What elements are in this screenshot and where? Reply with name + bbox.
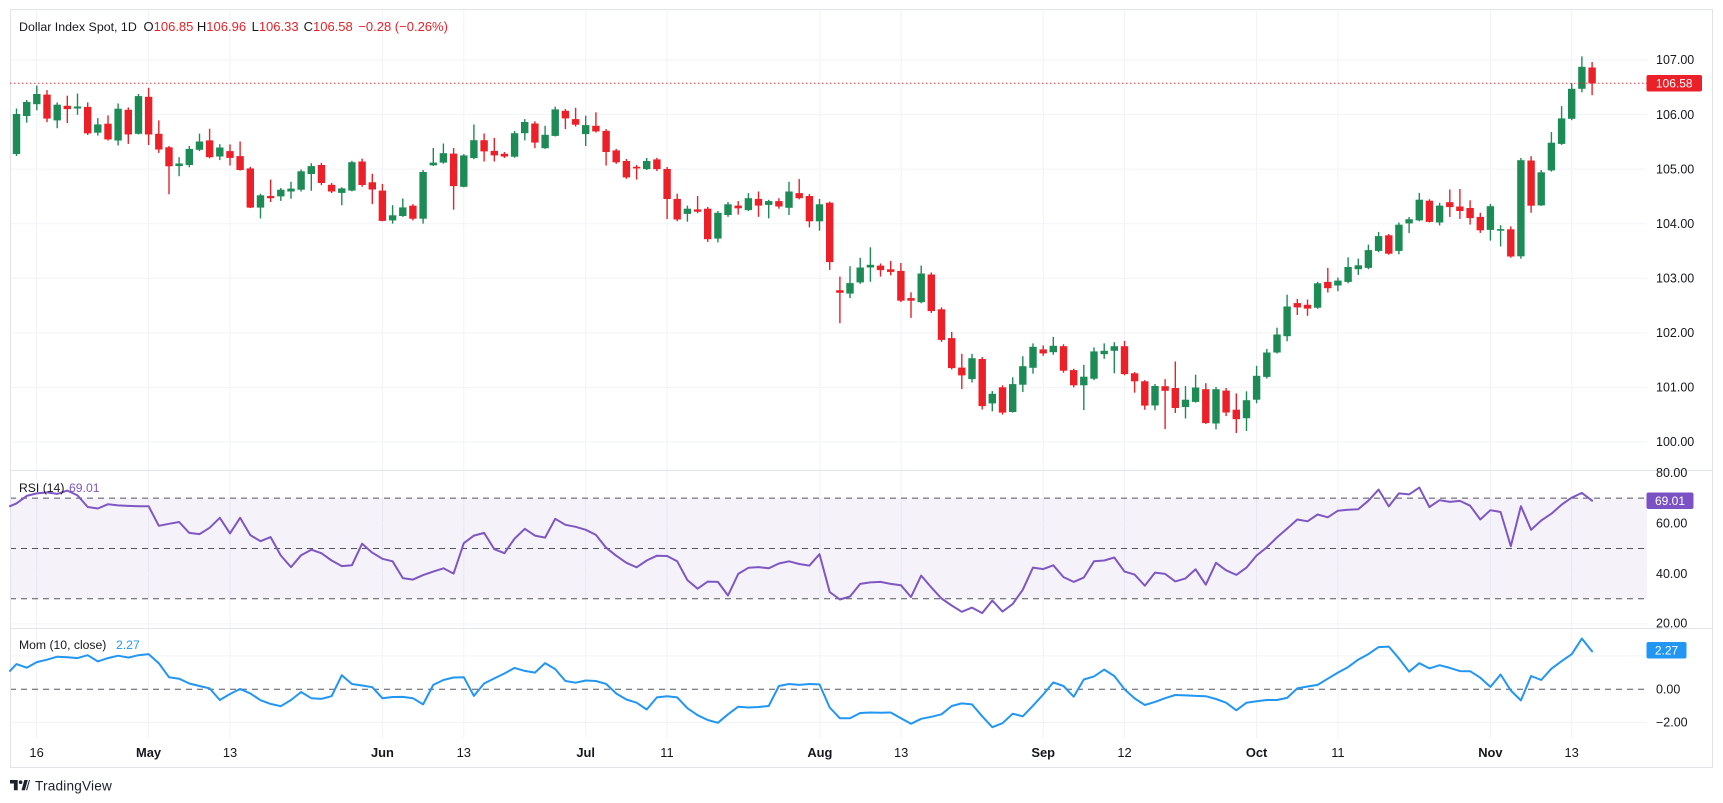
svg-text:106.58: 106.58: [1656, 76, 1693, 90]
svg-text:May: May: [136, 745, 162, 760]
svg-text:13: 13: [894, 745, 908, 760]
svg-text:102.00: 102.00: [1656, 326, 1694, 340]
svg-text:104.00: 104.00: [1656, 217, 1694, 231]
svg-text:107.00: 107.00: [1656, 53, 1694, 67]
svg-text:11: 11: [660, 745, 673, 760]
svg-text:Aug: Aug: [807, 745, 832, 760]
svg-text:13: 13: [457, 745, 471, 760]
svg-text:TradingView: TradingView: [35, 779, 112, 794]
svg-text:100.00: 100.00: [1656, 435, 1694, 449]
svg-text:RSI (14) 69.01: RSI (14) 69.01: [19, 481, 100, 495]
svg-text:13: 13: [223, 745, 237, 760]
svg-text:C106.58: C106.58: [304, 19, 353, 34]
svg-text:16: 16: [29, 745, 43, 760]
svg-text:O106.85: O106.85: [144, 19, 194, 34]
svg-text:103.00: 103.00: [1656, 272, 1694, 286]
svg-text:−0.28 (−0.26%): −0.28 (−0.26%): [358, 19, 448, 34]
svg-text:2.27: 2.27: [1655, 643, 1679, 657]
svg-text:105.00: 105.00: [1656, 162, 1694, 176]
svg-text:12: 12: [1117, 745, 1131, 760]
svg-text:Sep: Sep: [1031, 745, 1055, 760]
svg-text:11: 11: [1331, 745, 1344, 760]
svg-text:60.00: 60.00: [1656, 517, 1687, 531]
svg-text:Nov: Nov: [1478, 745, 1503, 760]
svg-text:69.01: 69.01: [1655, 494, 1685, 508]
svg-text:0.00: 0.00: [1656, 682, 1680, 696]
svg-text:40.00: 40.00: [1656, 567, 1687, 581]
svg-text:13: 13: [1565, 745, 1579, 760]
svg-text:106.00: 106.00: [1656, 108, 1694, 122]
svg-text:80.00: 80.00: [1656, 466, 1687, 480]
svg-text:101.00: 101.00: [1656, 381, 1694, 395]
svg-text:L106.33: L106.33: [252, 19, 299, 34]
svg-text:20.00: 20.00: [1656, 617, 1687, 631]
svg-text:Dollar Index Spot, 1D: Dollar Index Spot, 1D: [19, 20, 137, 34]
svg-text:Jul: Jul: [576, 745, 595, 760]
svg-text:Mom (10, close) 2.27: Mom (10, close) 2.27: [19, 638, 140, 652]
svg-text:−2.00: −2.00: [1656, 716, 1688, 730]
svg-text:H106.96: H106.96: [197, 19, 246, 34]
svg-text:Jun: Jun: [371, 745, 394, 760]
svg-text:Oct: Oct: [1246, 745, 1268, 760]
